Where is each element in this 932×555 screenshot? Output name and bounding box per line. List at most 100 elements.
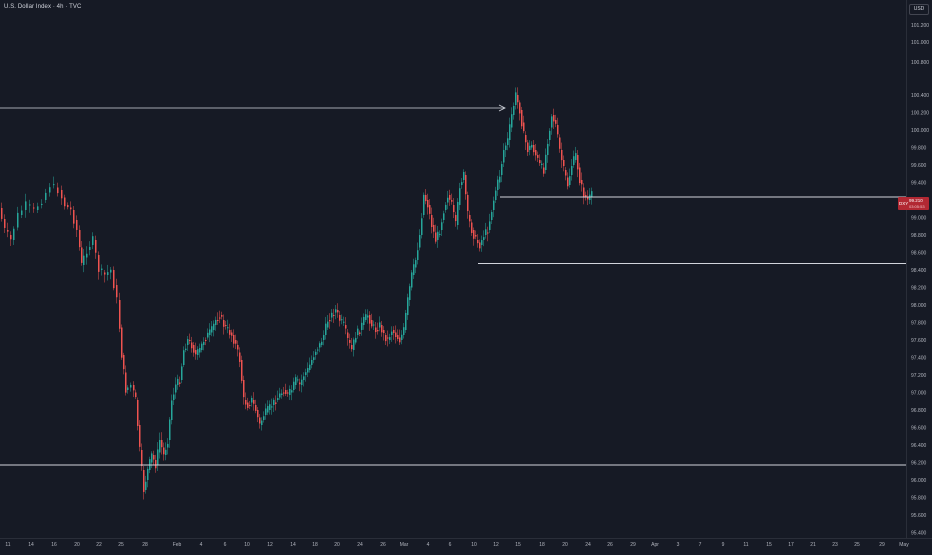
candle-body (431, 215, 433, 228)
candle-body (353, 339, 355, 350)
time-tick-label: 6 (224, 542, 227, 548)
candle-body (13, 228, 15, 240)
candle-body (113, 270, 115, 289)
candle-body (527, 142, 529, 153)
time-tick-label: 21 (810, 542, 816, 548)
candle-body (425, 195, 427, 202)
candle-body (223, 320, 225, 327)
candle-body (127, 387, 129, 390)
candle-body (211, 326, 213, 333)
candle-body (135, 392, 137, 398)
candle-body (199, 348, 201, 353)
candle-body (471, 222, 473, 233)
candle-body (505, 145, 507, 150)
price-tick-label: 98.800 (911, 233, 927, 239)
candle-body (517, 95, 519, 103)
candle-body (405, 312, 407, 330)
candle-body (41, 203, 43, 205)
price-tick-label: 96.800 (911, 408, 927, 414)
candle-body (563, 160, 565, 167)
time-tick-label: 3 (677, 542, 680, 548)
candle-body (553, 115, 555, 122)
price-tick-label: 96.200 (911, 461, 927, 467)
candle-body (423, 194, 425, 215)
candle-body (81, 247, 83, 263)
candle-body (151, 453, 153, 463)
price-tick-label: 97.400 (911, 356, 927, 362)
candle-body (391, 331, 393, 335)
price-tick-label: 99.000 (911, 216, 927, 222)
candle-body (331, 312, 333, 318)
candle-body (529, 145, 531, 150)
candle-body (377, 330, 379, 332)
candle-body (333, 315, 335, 316)
candle-body (70, 207, 72, 210)
candle-body (401, 334, 403, 340)
time-tick-label: May (899, 542, 909, 548)
time-tick-label: 6 (449, 542, 452, 548)
candle-body (61, 190, 63, 199)
candle-body (393, 330, 395, 333)
candle-body (507, 138, 509, 145)
candle-body (123, 355, 125, 370)
candle-body (375, 327, 377, 333)
candle-body (163, 447, 165, 455)
time-tick-label: 20 (562, 542, 568, 548)
candle-body (347, 332, 349, 338)
candle-body (281, 393, 283, 395)
price-tick-label: 100.200 (911, 111, 929, 117)
candle-body (245, 400, 247, 405)
candle-body (515, 92, 517, 105)
candle-body (299, 382, 301, 385)
price-tick-label: 95.800 (911, 496, 927, 502)
time-tick-label: 28 (142, 542, 148, 548)
candle-body (359, 332, 361, 334)
candle-body (539, 160, 541, 164)
candle-body (145, 481, 147, 490)
candle-body (571, 166, 573, 175)
currency-button[interactable]: USD (909, 4, 929, 15)
candle-body (92, 236, 94, 245)
candle-body (79, 230, 81, 248)
candle-body (373, 324, 375, 326)
candle-body (155, 460, 157, 469)
candle-body (241, 360, 243, 381)
candle-body (263, 416, 265, 420)
candle-body (573, 156, 575, 165)
candle-body (189, 340, 191, 341)
candle-body (499, 176, 501, 183)
price-tick-label: 100.800 (911, 60, 929, 66)
candle-body (417, 250, 419, 260)
time-tick-label: 14 (290, 542, 296, 548)
candle-body (443, 213, 445, 220)
candle-body (179, 382, 181, 384)
price-tick-label: 95.400 (911, 531, 927, 537)
candle-body (107, 272, 109, 275)
price-tick-label: 101.200 (911, 23, 929, 29)
time-tick-label: 24 (585, 542, 591, 548)
candle-body (339, 315, 341, 321)
candle-body (215, 319, 217, 325)
candle-body (335, 309, 337, 313)
time-tick-label: 26 (607, 542, 613, 548)
candle-body (341, 319, 343, 321)
candle-body (130, 384, 132, 388)
candle-body (363, 316, 365, 325)
candle-body (73, 210, 75, 224)
candle-body (351, 345, 353, 350)
candle-body (489, 221, 491, 230)
candle-body (177, 378, 179, 385)
price-tick-label: 98.000 (911, 303, 927, 309)
candle-body (497, 179, 499, 190)
candle-body (407, 297, 409, 315)
candle-body (53, 184, 55, 186)
time-tick-label: 15 (766, 542, 772, 548)
candle-body (591, 191, 593, 198)
candle-body (399, 337, 401, 343)
candle-body (287, 392, 289, 394)
candle-body (455, 215, 457, 222)
time-tick-label: Apr (651, 542, 659, 548)
candle-body (165, 449, 167, 455)
